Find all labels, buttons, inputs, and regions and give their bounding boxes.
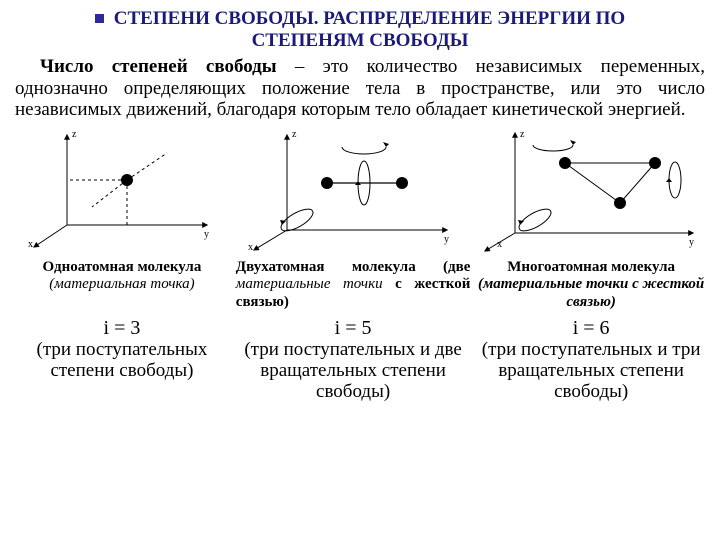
diagrams-row: z y x z y x [15,125,705,255]
polyatomic-diagram: z y x [475,125,705,255]
explain-2: (три поступательных и две вращательных с… [236,340,471,403]
bullet-icon [95,14,104,23]
explain-3: (три поступательных и три вращательных с… [477,340,705,403]
label-col-2: Двухатомная молекула (две материальные т… [236,255,471,311]
explain-row: (три поступательных степени свободы) (тр… [15,340,705,403]
label-col-3: Многоатомная молекула (материальные точк… [477,255,705,311]
labels-row: Одноатомная молекула (материальная точка… [15,255,705,311]
svg-text:x: x [497,239,502,250]
formula-2: i = 5 [335,317,372,340]
main-title-line2: СТЕПЕНЯМ СВОБОДЫ [252,30,469,51]
definition-text: Число степеней свободы – это количество … [15,56,705,122]
y-label: y [204,229,209,240]
svg-text:y: y [444,234,449,245]
svg-text:z: z [292,129,297,140]
definition-term: Число степеней свободы [40,56,277,77]
molecule-label-2: Двухатомная молекула (две материальные т… [236,259,471,311]
formula-3: i = 6 [573,317,610,340]
molecule-label-1: Одноатомная молекула (материальная точка… [43,259,202,294]
diagram-col-2: z y x [235,125,470,255]
svg-text:x: x [248,242,253,253]
svg-text:z: z [520,129,525,140]
formulas-row: i = 3 i = 5 i = 6 [15,311,705,340]
atom-icon [121,174,133,186]
diagram-col-1: z y x [15,125,229,255]
diagram-col-3: z y x [475,125,705,255]
explain-1: (три поступательных степени свободы) [15,340,229,382]
title-block: СТЕПЕНИ СВОБОДЫ. РАСПРЕДЕЛЕНИЕ ЭНЕРГИИ П… [15,8,705,52]
diatomic-diagram: z y x [242,125,462,255]
formula-1: i = 3 [104,317,141,340]
x-label: x [28,239,33,250]
svg-text:y: y [689,237,694,248]
main-title-line1: СТЕПЕНИ СВОБОДЫ. РАСПРЕДЕЛЕНИЕ ЭНЕРГИИ П… [114,8,625,29]
label-col-1: Одноатомная молекула (материальная точка… [15,255,229,311]
molecule-label-3: Многоатомная молекула (материальные точк… [477,259,705,311]
monoatomic-diagram: z y x [22,125,222,255]
z-label: z [72,129,77,140]
